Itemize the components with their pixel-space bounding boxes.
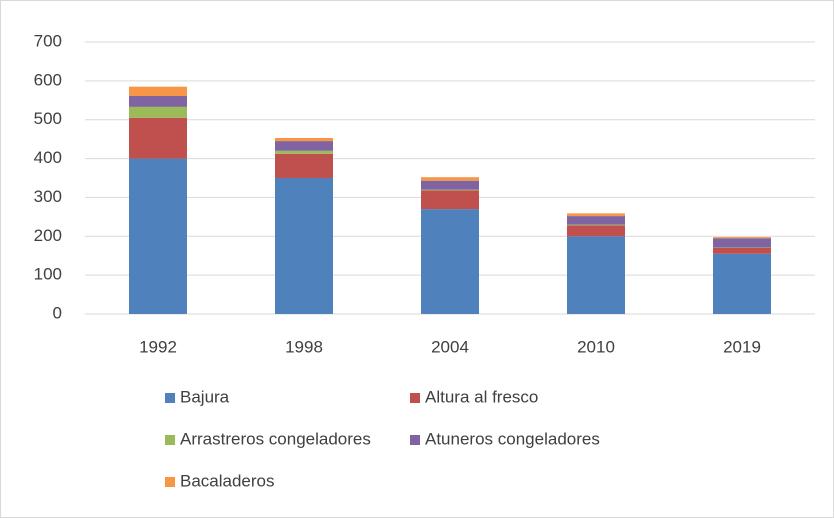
- bar-segment: [275, 178, 333, 314]
- legend-swatch: [165, 435, 175, 445]
- legend-label: Atuneros congeladores: [425, 429, 600, 448]
- y-tick-label: 0: [53, 303, 62, 322]
- y-tick-label: 400: [34, 148, 62, 167]
- bar-segment: [567, 216, 625, 225]
- legend-label: Bacaladeros: [180, 471, 275, 490]
- bar-segment: [567, 224, 625, 226]
- legend-swatch: [410, 435, 420, 445]
- y-tick-label: 200: [34, 226, 62, 245]
- x-tick-label: 2010: [577, 337, 615, 356]
- bar-segment: [713, 237, 771, 239]
- bar-segment: [129, 106, 187, 118]
- x-tick-label: 2004: [431, 337, 469, 356]
- bar-segment: [421, 177, 479, 181]
- bar-segment: [567, 236, 625, 314]
- legend-swatch: [165, 477, 175, 487]
- bar-segment: [129, 86, 187, 97]
- legend-label: Altura al fresco: [425, 387, 538, 406]
- bar-segment: [129, 96, 187, 107]
- legend-label: Bajura: [180, 387, 230, 406]
- y-tick-label: 500: [34, 109, 62, 128]
- bar-segment: [275, 137, 333, 142]
- legend-swatch: [410, 393, 420, 403]
- bar-segment: [129, 117, 187, 159]
- x-tick-label: 2019: [723, 337, 761, 356]
- y-tick-label: 100: [34, 265, 62, 284]
- y-tick-label: 700: [34, 31, 62, 50]
- bar-segment: [275, 150, 333, 154]
- bar-segment: [713, 238, 771, 248]
- bar-segment: [129, 158, 187, 314]
- bar-segment: [421, 190, 479, 210]
- legend-swatch: [165, 393, 175, 403]
- bar-segment: [421, 189, 479, 191]
- bar-segment: [275, 153, 333, 178]
- bar-segment: [567, 213, 625, 217]
- x-tick-label: 1992: [139, 337, 177, 356]
- legend-label: Arrastreros congeladores: [180, 429, 371, 448]
- bar-segment: [713, 253, 771, 314]
- y-tick-label: 300: [34, 187, 62, 206]
- bar-segment: [275, 141, 333, 151]
- bar-segment: [421, 180, 479, 190]
- bar-segment: [421, 209, 479, 314]
- bar-segment: [713, 247, 771, 254]
- x-tick-label: 1998: [285, 337, 323, 356]
- y-tick-label: 600: [34, 70, 62, 89]
- bar-segment: [567, 225, 625, 237]
